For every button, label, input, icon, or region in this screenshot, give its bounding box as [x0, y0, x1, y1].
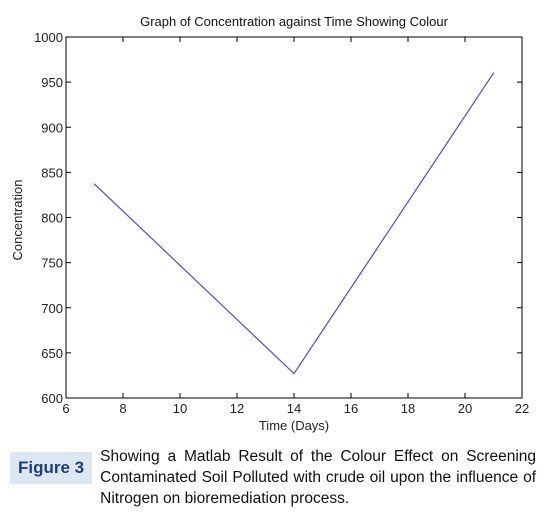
- x-tick-label: 16: [344, 401, 358, 416]
- y-tick-label: 800: [41, 211, 63, 226]
- y-tick-label: 700: [41, 301, 63, 316]
- data-point: [293, 373, 295, 375]
- figure-caption-text: Showing a Matlab Result of the Colour Ef…: [100, 448, 536, 507]
- figure-caption: Figure 3 Showing a Matlab Result of the …: [10, 446, 540, 509]
- x-tick-label: 10: [173, 401, 187, 416]
- x-tick-label: 6: [62, 401, 69, 416]
- plot-frame: [65, 36, 523, 399]
- data-point: [93, 183, 96, 185]
- series-line: [94, 72, 494, 375]
- x-tick-label: 20: [458, 401, 472, 416]
- y-tick-label: 950: [41, 75, 63, 90]
- y-tick-label: 750: [41, 256, 63, 271]
- y-tick-label: 600: [41, 391, 63, 406]
- y-tick-label: 650: [41, 346, 63, 361]
- x-tick-label: 18: [401, 401, 415, 416]
- x-axis-label: Time (Days): [259, 418, 329, 433]
- x-tick-label: 14: [287, 401, 301, 416]
- y-axis-label: Concentration: [10, 180, 25, 261]
- y-tick-label: 900: [41, 120, 63, 135]
- x-tick-label: 8: [119, 401, 126, 416]
- ticks: 6 8 10 12 14 16 18 20 22 600 650 700 750 800 850 900 950…: [34, 30, 529, 416]
- data-point: [492, 72, 495, 74]
- y-tick-label: 1000: [34, 30, 63, 45]
- y-tick-label: 850: [41, 165, 63, 180]
- axes: [65, 36, 523, 399]
- concentration-time-chart: Graph of Concentration against Time Show…: [10, 14, 529, 433]
- x-tick-label: 22: [515, 401, 529, 416]
- figure-label: Figure 3: [10, 452, 93, 484]
- series: [93, 72, 495, 375]
- chart-title: Graph of Concentration against Time Show…: [140, 14, 449, 29]
- x-tick-label: 12: [230, 401, 244, 416]
